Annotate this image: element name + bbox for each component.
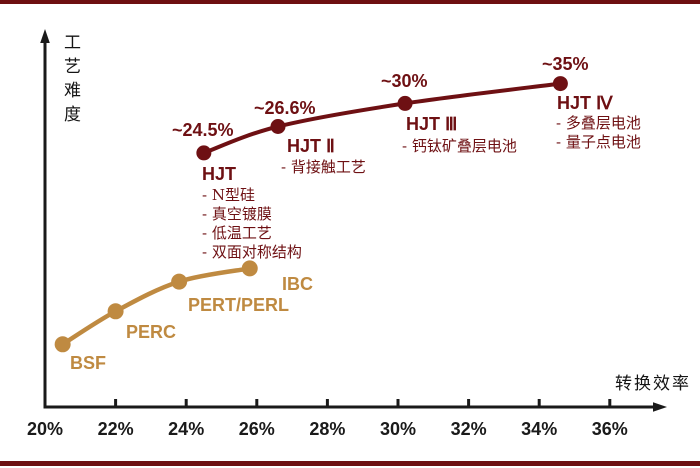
efficiency-label-HJT Ⅲ: ~30%	[381, 71, 428, 91]
x-tick-label: 30%	[379, 419, 417, 439]
point-detail-line: - 真空镀膜	[202, 205, 272, 223]
y-axis-arrow-icon	[40, 29, 50, 43]
x-axis-title: 转换效率	[615, 374, 691, 394]
efficiency-label-HJT Ⅳ: ~35%	[542, 54, 589, 74]
point-label-HJT Ⅱ: HJT Ⅱ	[287, 136, 335, 156]
x-tick-label: 28%	[309, 419, 346, 439]
hjt-point-HJT	[196, 145, 212, 161]
x-tick-label: 34%	[521, 419, 558, 439]
efficiency-label-HJT: ~24.5%	[172, 120, 234, 140]
conventional-point-PERC	[107, 303, 124, 320]
point-label-HJT Ⅳ: HJT Ⅳ	[557, 93, 613, 113]
hjt-curve	[201, 81, 563, 155]
point-detail-line: - 背接触工艺	[281, 158, 366, 176]
point-detail-line: - 钙钛矿叠层电池	[402, 137, 517, 155]
x-tick-label: 22%	[97, 419, 134, 439]
hjt-point-HJT Ⅳ	[552, 76, 568, 92]
point-detail-line: - 量子点电池	[556, 133, 641, 151]
y-axis-title: 工艺难度	[60, 33, 80, 129]
efficiency-label-HJT Ⅱ: ~26.6%	[254, 98, 316, 118]
point-label-BSF: BSF	[70, 353, 106, 373]
x-tick-label: 24%	[168, 419, 205, 439]
hjt-point-HJT Ⅲ	[397, 95, 413, 111]
conventional-point-IBC	[241, 260, 258, 277]
point-detail-line: - 低温工艺	[202, 224, 272, 242]
conventional-point-BSF	[54, 336, 71, 353]
conventional-curve	[60, 266, 252, 347]
point-detail-line: - 双面对称结构	[202, 243, 302, 261]
hjt-point-HJT Ⅱ	[270, 119, 286, 134]
point-label-PERC: PERC	[126, 322, 177, 342]
x-tick-label: 26%	[238, 419, 275, 439]
x-tick-label: 32%	[450, 419, 487, 439]
x-tick-label: 36%	[591, 419, 628, 439]
point-label-IBC: IBC	[282, 274, 313, 294]
top-divider	[0, 0, 700, 4]
point-detail-line: - 多叠层电池	[556, 114, 641, 132]
x-axis-arrow-icon	[653, 402, 667, 412]
point-label-HJT: HJT	[202, 164, 237, 184]
point-detail-line: - N型硅	[202, 186, 255, 204]
bottom-divider	[0, 461, 700, 466]
point-label-PERT/PERL: PERT/PERL	[188, 295, 290, 315]
point-label-HJT Ⅲ: HJT Ⅲ	[406, 114, 458, 134]
conventional-point-PERT/PERL	[171, 273, 188, 290]
x-tick-label: 20%	[26, 419, 64, 439]
